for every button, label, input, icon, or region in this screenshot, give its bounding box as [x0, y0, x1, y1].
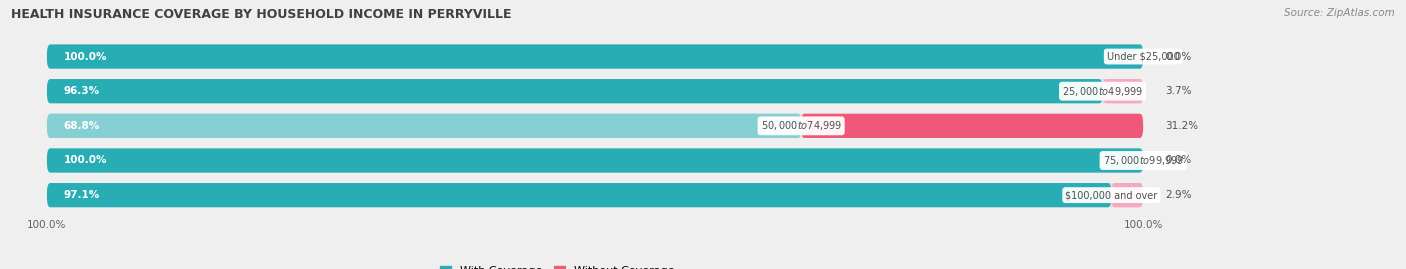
- FancyBboxPatch shape: [1111, 183, 1143, 207]
- FancyBboxPatch shape: [46, 114, 801, 138]
- Text: 2.9%: 2.9%: [1166, 190, 1191, 200]
- FancyBboxPatch shape: [46, 79, 1143, 103]
- Legend: With Coverage, Without Coverage: With Coverage, Without Coverage: [440, 266, 675, 269]
- FancyBboxPatch shape: [46, 183, 1143, 207]
- Text: 31.2%: 31.2%: [1166, 121, 1198, 131]
- Text: 100.0%: 100.0%: [63, 155, 107, 165]
- Text: Under $25,000: Under $25,000: [1107, 52, 1180, 62]
- Text: 100.0%: 100.0%: [63, 52, 107, 62]
- Text: 0.0%: 0.0%: [1166, 155, 1191, 165]
- FancyBboxPatch shape: [46, 148, 1143, 173]
- FancyBboxPatch shape: [1102, 79, 1143, 103]
- FancyBboxPatch shape: [46, 148, 1143, 173]
- FancyBboxPatch shape: [46, 183, 1111, 207]
- FancyBboxPatch shape: [46, 114, 1143, 138]
- Text: 100.0%: 100.0%: [1123, 220, 1163, 230]
- Text: $100,000 and over: $100,000 and over: [1066, 190, 1157, 200]
- FancyBboxPatch shape: [801, 114, 1143, 138]
- Text: 68.8%: 68.8%: [63, 121, 100, 131]
- Text: 96.3%: 96.3%: [63, 86, 100, 96]
- Text: $75,000 to $99,999: $75,000 to $99,999: [1102, 154, 1184, 167]
- Text: $50,000 to $74,999: $50,000 to $74,999: [761, 119, 842, 132]
- Text: Source: ZipAtlas.com: Source: ZipAtlas.com: [1284, 8, 1395, 18]
- Text: 3.7%: 3.7%: [1166, 86, 1191, 96]
- Text: HEALTH INSURANCE COVERAGE BY HOUSEHOLD INCOME IN PERRYVILLE: HEALTH INSURANCE COVERAGE BY HOUSEHOLD I…: [11, 8, 512, 21]
- FancyBboxPatch shape: [46, 44, 1143, 69]
- FancyBboxPatch shape: [46, 44, 1143, 69]
- Text: 0.0%: 0.0%: [1166, 52, 1191, 62]
- FancyBboxPatch shape: [46, 79, 1102, 103]
- Text: 100.0%: 100.0%: [27, 220, 66, 230]
- Text: 97.1%: 97.1%: [63, 190, 100, 200]
- Text: $25,000 to $49,999: $25,000 to $49,999: [1062, 85, 1143, 98]
